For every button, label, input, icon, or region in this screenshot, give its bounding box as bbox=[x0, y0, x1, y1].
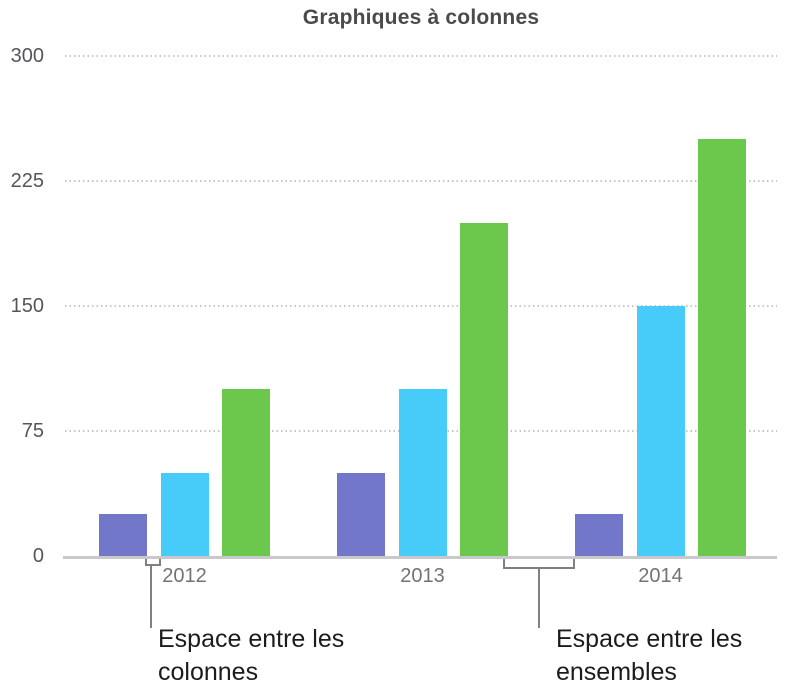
y-axis-tick-label: 75 bbox=[21, 420, 44, 442]
column-gap-annotation: Espace entre les colonnes bbox=[158, 623, 344, 689]
gridline bbox=[65, 180, 777, 182]
column-bar-2013-series-2 bbox=[398, 389, 447, 556]
column-bar-2012-series-3 bbox=[222, 389, 270, 556]
column-bar-2012-series-2 bbox=[160, 472, 209, 556]
annotation-line: Espace entre les bbox=[158, 625, 345, 653]
column-bar-2013-series-1 bbox=[337, 472, 385, 556]
column-bar-2013-series-3 bbox=[460, 222, 508, 556]
column-bar-2014-series-3 bbox=[698, 139, 746, 556]
y-axis-tick-label: 300 bbox=[10, 45, 44, 67]
column-bar-2012-series-1 bbox=[99, 514, 147, 556]
annotation-line: colonnes bbox=[158, 658, 259, 686]
column-gap-callout-line bbox=[150, 565, 152, 628]
column-bar-2014-series-1 bbox=[575, 514, 623, 556]
column-bar-2014-series-2 bbox=[636, 306, 685, 556]
column-gap-bracket bbox=[145, 556, 161, 566]
chart-title: Graphiques à colonnes bbox=[302, 6, 540, 29]
set-gap-callout-line bbox=[538, 568, 540, 628]
set-gap-annotation: Espace entre les ensembles bbox=[556, 623, 742, 689]
y-axis-tick-label: 225 bbox=[10, 170, 44, 192]
y-axis-tick-label: 150 bbox=[10, 295, 44, 317]
x-axis-baseline bbox=[63, 556, 777, 559]
x-axis-category-label: 2012 bbox=[162, 565, 207, 587]
gridline bbox=[65, 55, 777, 57]
annotation-line: ensembles bbox=[556, 658, 677, 686]
gridline bbox=[65, 305, 777, 307]
x-axis-category-label: 2014 bbox=[638, 565, 683, 587]
annotation-line: Espace entre les bbox=[556, 625, 743, 653]
y-axis-tick-label: 0 bbox=[32, 545, 44, 567]
x-axis-category-label: 2013 bbox=[400, 565, 445, 587]
